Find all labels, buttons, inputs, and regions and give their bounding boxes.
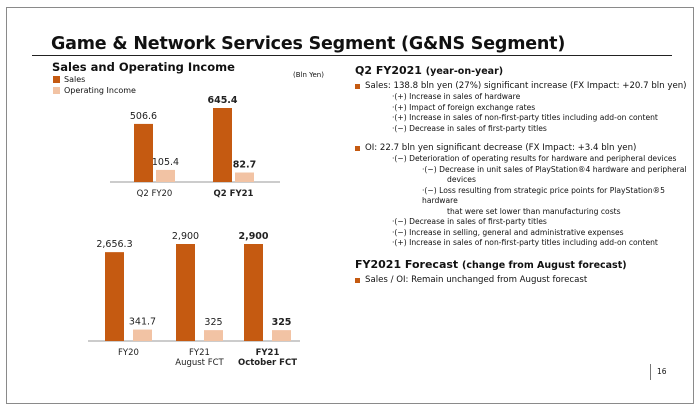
oi-bullet-text: OI: 22.7 bln yen significant decrease (F…	[365, 143, 637, 153]
category-label: FY21	[256, 348, 280, 358]
oi-item: ·(−) Deterioration of operating results …	[392, 154, 677, 163]
oi-subitem-cont: devices	[447, 175, 476, 184]
bar-operating-income	[272, 330, 291, 341]
oi-item: ·(−) Decrease in sales of first-party ti…	[392, 217, 547, 226]
data-label-operating-income: 341.7	[129, 317, 156, 328]
oi-subitem: ·(−) Loss resulting from strategic price…	[422, 185, 665, 206]
commentary-panel: Q2 FY2021 (year-on-year) Sales: 138.8 bl…	[355, 64, 695, 286]
forecast-heading-title: FY2021 Forecast	[355, 257, 459, 271]
legend-label-sales: Sales	[64, 75, 86, 84]
data-label-operating-income: 82.7	[233, 160, 256, 171]
page-number: 16	[657, 367, 667, 376]
chart-section-heading: Sales and Operating Income	[52, 60, 235, 74]
bullet-square-icon	[355, 146, 360, 151]
oi-subitem-cont: that were set lower than manufacturing c…	[447, 206, 621, 216]
oi-subitem: ·(−) Decrease in unit sales of PlayStati…	[422, 164, 687, 174]
legend-swatch-operating-income	[53, 87, 60, 94]
category-label: Q2 FY21	[214, 189, 254, 199]
sales-bullet-text: Sales: 138.8 bln yen (27%) significant i…	[365, 81, 687, 91]
data-label-sales: 2,900	[238, 231, 268, 242]
data-label-operating-income: 105.4	[152, 157, 179, 168]
legend-item-sales: Sales	[53, 74, 136, 85]
bar-operating-income	[156, 169, 175, 182]
legend-swatch-sales	[53, 76, 60, 83]
category-label: October FCT	[238, 358, 297, 368]
data-label-sales: 645.4	[207, 95, 237, 106]
page-title: Game & Network Services Segment (G&NS Se…	[51, 34, 566, 54]
q2-heading-title: Q2 FY2021	[355, 64, 422, 77]
title-divider	[32, 55, 672, 56]
category-label: FY20	[118, 348, 139, 358]
bullet-square-icon	[355, 277, 360, 283]
data-label-sales: 2,900	[172, 231, 199, 242]
forecast-bullet: Sales / OI: Remain unchanged from August…	[355, 274, 695, 286]
forecast-heading: FY2021 Forecast (change from August fore…	[355, 258, 695, 271]
oi-item: ·(−) Increase in selling, general and ad…	[392, 227, 624, 237]
data-label-sales: 2,656.3	[96, 239, 132, 250]
oi-item: ·(+) Increase in sales of non-first-part…	[392, 238, 658, 247]
bar-sales	[105, 252, 124, 341]
oi-bullet: OI: 22.7 bln yen significant decrease (F…	[355, 142, 695, 154]
bar-operating-income	[204, 330, 223, 341]
sales-item: ·(+) Increase in sales of non-first-part…	[392, 113, 658, 122]
sales-item: ·(+) Increase in sales of hardware	[392, 92, 521, 101]
category-label: August FCT	[175, 358, 224, 368]
page-number-divider	[650, 364, 651, 380]
unit-note: (Bln Yen)	[293, 71, 324, 79]
data-label-operating-income: 325	[204, 317, 222, 328]
sales-item: ·(−) Decrease in sales of first-party ti…	[392, 123, 547, 133]
bullet-square-icon	[355, 84, 360, 89]
forecast-bullet-text: Sales / OI: Remain unchanged from August…	[365, 274, 588, 285]
bar-sales	[244, 244, 263, 341]
legend-label-operating-income: Operating Income	[64, 86, 136, 95]
bar-operating-income	[133, 329, 152, 341]
chart-legend: Sales Operating Income	[53, 74, 136, 96]
bar-sales	[176, 244, 195, 341]
sales-item: ·(+) Impact of foreign exchange rates	[392, 102, 536, 112]
forecast-heading-sub: (change from August forecast)	[462, 259, 627, 271]
q2-heading: Q2 FY2021 (year-on-year)	[355, 64, 695, 77]
bar-operating-income	[235, 172, 254, 182]
category-label: FY21	[189, 348, 210, 358]
legend-item-operating-income: Operating Income	[53, 85, 136, 96]
q2-heading-sub: (year-on-year)	[425, 66, 504, 77]
category-label: Q2 FY20	[137, 189, 173, 199]
data-label-operating-income: 325	[272, 317, 292, 328]
sales-bullet: Sales: 138.8 bln yen (27%) significant i…	[355, 80, 695, 92]
data-label-sales: 506.6	[130, 111, 157, 122]
bar-sales	[213, 108, 232, 182]
bar-sales	[134, 123, 153, 182]
